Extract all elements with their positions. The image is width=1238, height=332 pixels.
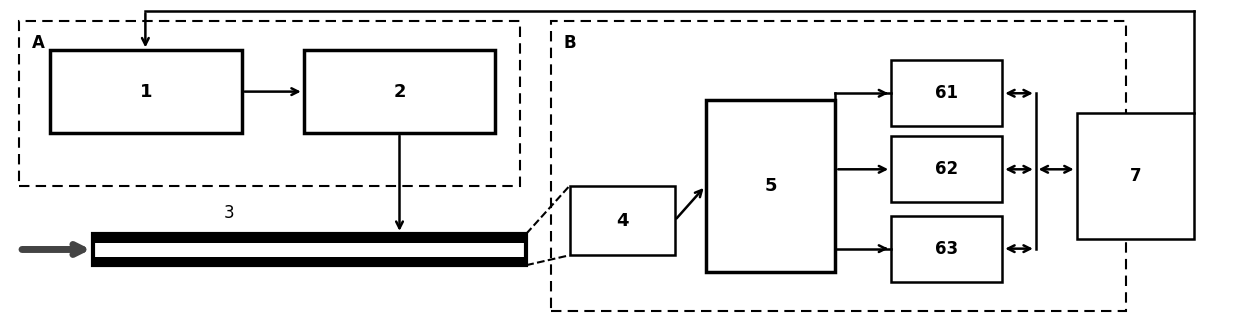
- Text: 7: 7: [1129, 167, 1141, 185]
- Bar: [1077, 113, 1193, 239]
- Bar: [303, 50, 495, 133]
- Bar: [891, 60, 1003, 126]
- Text: 2: 2: [394, 83, 406, 101]
- Text: 61: 61: [935, 84, 958, 102]
- Bar: [93, 234, 526, 243]
- Bar: [93, 234, 526, 265]
- Bar: [93, 257, 526, 265]
- Text: 4: 4: [615, 211, 629, 229]
- Bar: [891, 136, 1003, 203]
- Text: 3: 3: [224, 204, 235, 222]
- Text: B: B: [563, 34, 576, 52]
- Text: 63: 63: [935, 240, 958, 258]
- Bar: [20, 21, 520, 186]
- Text: 5: 5: [764, 177, 776, 195]
- Bar: [569, 186, 675, 255]
- Text: 1: 1: [140, 83, 152, 101]
- Bar: [551, 21, 1127, 311]
- Bar: [51, 50, 241, 133]
- Text: A: A: [32, 34, 45, 52]
- Text: 62: 62: [935, 160, 958, 178]
- Bar: [706, 100, 836, 272]
- Bar: [891, 215, 1003, 282]
